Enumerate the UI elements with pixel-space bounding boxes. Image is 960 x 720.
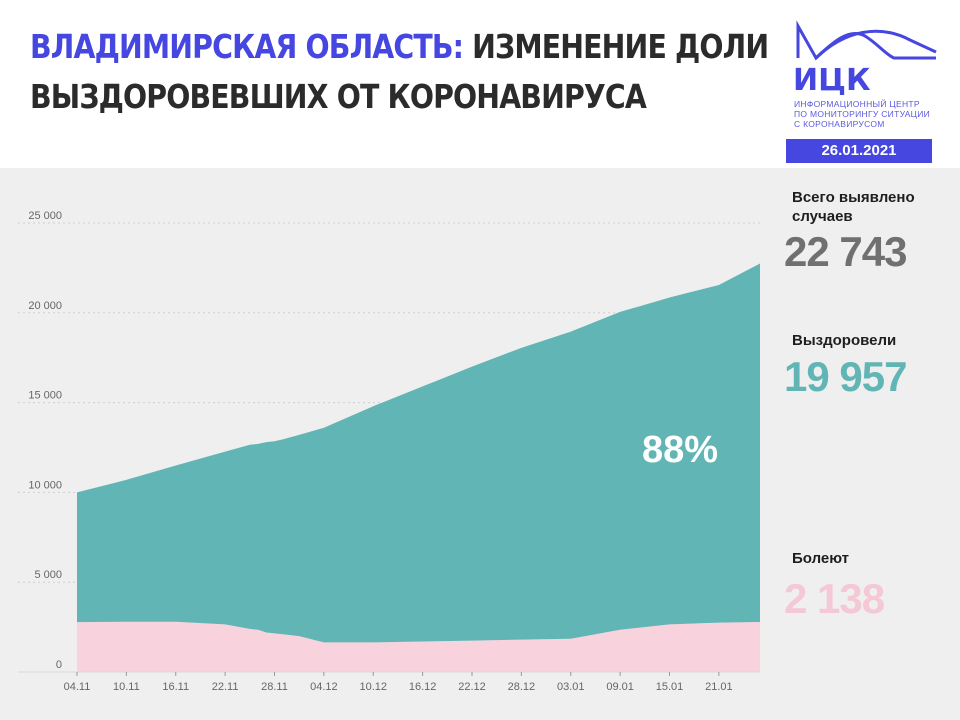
y-tick-label: 20 000 (28, 300, 62, 312)
x-tick-label: 22.11 (212, 681, 239, 693)
total-label-line-2: случаев (792, 208, 853, 225)
area-chart: 0 5 000 10 000 15 000 20 000 25 000 04.11 10.11… (18, 210, 760, 693)
title-line-1: ВЛАДИМИРСКАЯ ОБЛАСТЬ: ИЗМЕНЕНИЕ ДОЛИ (30, 22, 769, 72)
x-tick-label: 22.12 (458, 681, 486, 693)
share-annotation: 88% (642, 429, 718, 471)
x-tick-label: 04.12 (310, 681, 338, 693)
x-tick-label: 03.01 (557, 681, 585, 693)
logo-name: ИЦК (793, 63, 871, 98)
recovered-label: Выздоровели (792, 332, 897, 349)
total-label-line-1: Всего выявлено (792, 189, 915, 206)
total-value: 22 743 (784, 228, 907, 275)
x-tick-label: 28.12 (508, 681, 536, 693)
title-line-2: ВЫЗДОРОВЕВШИХ ОТ КОРОНАВИРУСА (30, 77, 647, 116)
title-accent: ВЛАДИМИРСКАЯ ОБЛАСТЬ: (30, 27, 464, 66)
logo-caption-line: С КОРОНАВИРУСОМ (794, 119, 885, 129)
y-tick-label: 5 000 (34, 569, 62, 581)
x-tick-label: 16.12 (409, 681, 437, 693)
x-tick-label: 04.11 (64, 681, 91, 693)
y-tick-label: 10 000 (28, 479, 62, 491)
x-tick-label: 10.11 (113, 681, 140, 693)
logo-caption: ИНФОРМАЦИОННЫЙ ЦЕНТР ПО МОНИТОРИНГУ СИТУ… (794, 99, 930, 129)
recovered-value: 19 957 (784, 353, 907, 400)
logo-wave-2-icon (814, 29, 937, 60)
total-label: Всего выявлено случаев (792, 188, 915, 226)
y-tick-label: 15 000 (28, 390, 62, 402)
date-badge: 26.01.2021 (786, 139, 932, 163)
sick-label: Болеют (792, 550, 850, 567)
x-tick-label: 09.01 (606, 681, 634, 693)
x-tick-label: 16.11 (162, 681, 189, 693)
x-tick-label: 15.01 (656, 681, 684, 693)
header: ВЛАДИМИРСКАЯ ОБЛАСТЬ: ИЗМЕНЕНИЕ ДОЛИ ВЫЗ… (0, 0, 960, 168)
icc-logo: ИЦК (793, 20, 937, 98)
title-line-1-rest: ИЗМЕНЕНИЕ ДОЛИ (463, 27, 769, 66)
x-tick-label: 10.12 (359, 681, 387, 693)
recovered-area (77, 263, 760, 643)
logo-caption-line: ПО МОНИТОРИНГУ СИТУАЦИИ (794, 109, 931, 119)
sick-area (77, 621, 760, 672)
y-tick-label: 25 000 (28, 210, 62, 222)
x-tick-label: 21.01 (705, 681, 733, 693)
logo-caption-line: ИНФОРМАЦИОННЫЙ ЦЕНТР (794, 99, 920, 109)
page-title: ВЛАДИМИРСКАЯ ОБЛАСТЬ: ИЗМЕНЕНИЕ ДОЛИ ВЫЗ… (30, 22, 769, 122)
sick-value: 2 138 (784, 575, 885, 622)
x-tick-label: 28.11 (261, 681, 288, 693)
y-tick-label: 0 (56, 659, 62, 671)
